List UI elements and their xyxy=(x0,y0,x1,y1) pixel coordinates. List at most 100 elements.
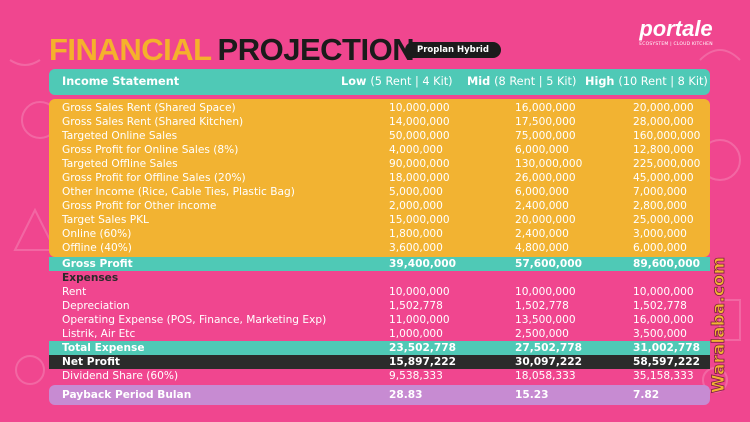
table-row: Targeted Online Sales 50,000,000 75,000,00… xyxy=(49,129,710,143)
total-expense-high: 31,002,778 xyxy=(633,342,701,354)
net-profit-high: 58,597,222 xyxy=(633,356,701,368)
row-high: 1,502,778 xyxy=(633,300,687,312)
gross-profit-high: 89,600,000 xyxy=(633,258,701,270)
total-expense-row: Total Expense 23,502,778 27,502,778 31,002,… xyxy=(49,341,710,355)
table-row: Gross Profit for Other income 2,000,000 2,… xyxy=(49,199,710,213)
row-label: Online (60%) xyxy=(62,228,132,240)
row-mid: 6,000,000 xyxy=(515,186,569,198)
dividend-label: Dividend Share (60%) xyxy=(62,370,179,382)
waralaba-watermark-logo: Waralaba.com xyxy=(709,256,730,393)
table-row: Targeted Offline Sales 90,000,000 130,000,… xyxy=(49,157,710,171)
gross-profit-mid: 57,600,000 xyxy=(515,258,583,270)
payback-low: 28.83 xyxy=(389,389,423,401)
total-expense-mid: 27,502,778 xyxy=(515,342,583,354)
row-high: 16,000,000 xyxy=(633,314,694,326)
table-row: Gross Sales Rent (Shared Kitchen) 14,000,… xyxy=(49,115,710,129)
row-mid: 130,000,000 xyxy=(515,158,583,170)
row-mid: 4,800,000 xyxy=(515,242,569,254)
row-label: Operating Expense (POS, Finance, Marketi… xyxy=(62,314,327,326)
row-high: 6,000,000 xyxy=(633,242,687,254)
financial-table: Income Statement Low (5 Rent | 4 Kit) Mi… xyxy=(49,69,710,405)
net-profit-mid: 30,097,222 xyxy=(515,356,583,368)
row-low: 10,000,000 xyxy=(389,102,450,114)
table-row: Depreciation 1,502,778 1,502,778 1,502,778 xyxy=(49,299,710,313)
row-low: 15,000,000 xyxy=(389,214,450,226)
row-low: 2,000,000 xyxy=(389,200,443,212)
header-high-title: High xyxy=(585,75,615,88)
row-high: 28,000,000 xyxy=(633,116,694,128)
table-row: Other Income (Rice, Cable Ties, Plastic … xyxy=(49,185,710,199)
title-part2: PROJECTION xyxy=(217,32,415,67)
page-title: FINANCIAL PROJECTION xyxy=(49,30,415,70)
row-label: Gross Sales Rent (Shared Kitchen) xyxy=(62,116,244,128)
row-high: 7,000,000 xyxy=(633,186,687,198)
table-row: Gross Profit for Online Sales (8%) 4,000,… xyxy=(49,143,710,157)
svg-text:Waralaba.com: Waralaba.com xyxy=(709,257,729,393)
row-mid: 75,000,000 xyxy=(515,130,576,142)
payback-label: Payback Period Bulan xyxy=(62,389,192,401)
header-high: High (10 Rent | 8 Kit) xyxy=(585,69,708,95)
header-mid: Mid (8 Rent | 5 Kit) xyxy=(467,69,576,95)
row-high: 45,000,000 xyxy=(633,172,694,184)
table-row: Online (60%) 1,800,000 2,400,000 3,000,000 xyxy=(49,227,710,241)
total-expense-low: 23,502,778 xyxy=(389,342,457,354)
row-low: 3,600,000 xyxy=(389,242,443,254)
header-high-sub: (10 Rent | 8 Kit) xyxy=(618,75,708,88)
row-low: 4,000,000 xyxy=(389,144,443,156)
table-row: Target Sales PKL 15,000,000 20,000,000 25,0… xyxy=(49,213,710,227)
row-low: 1,000,000 xyxy=(389,328,443,340)
dividend-high: 35,158,333 xyxy=(633,370,694,382)
row-low: 14,000,000 xyxy=(389,116,450,128)
row-label: Listrik, Air Etc xyxy=(62,328,136,340)
row-mid: 10,000,000 xyxy=(515,286,576,298)
row-mid: 26,000,000 xyxy=(515,172,576,184)
row-low: 11,000,000 xyxy=(389,314,450,326)
row-mid: 13,500,000 xyxy=(515,314,576,326)
row-mid: 2,400,000 xyxy=(515,200,569,212)
row-mid: 17,500,000 xyxy=(515,116,576,128)
dividend-mid: 18,058,333 xyxy=(515,370,576,382)
row-label: Rent xyxy=(62,286,87,298)
row-high: 20,000,000 xyxy=(633,102,694,114)
gross-profit-low: 39,400,000 xyxy=(389,258,457,270)
payback-high: 7.82 xyxy=(633,389,660,401)
plan-badge: Proplan Hybrid xyxy=(405,42,501,58)
table-row: Offline (40%) 3,600,000 4,800,000 6,000,000 xyxy=(49,241,710,255)
row-low: 1,800,000 xyxy=(389,228,443,240)
row-low: 90,000,000 xyxy=(389,158,450,170)
row-high: 3,000,000 xyxy=(633,228,687,240)
row-high: 25,000,000 xyxy=(633,214,694,226)
net-profit-label: Net Profit xyxy=(62,356,120,368)
expenses-heading: Expenses xyxy=(62,272,119,284)
row-label: Depreciation xyxy=(62,300,130,312)
row-mid: 2,400,000 xyxy=(515,228,569,240)
row-mid: 20,000,000 xyxy=(515,214,576,226)
row-label: Offline (40%) xyxy=(62,242,132,254)
header-low-title: Low xyxy=(341,75,367,88)
title-part1: FINANCIAL xyxy=(49,32,212,67)
row-low: 5,000,000 xyxy=(389,186,443,198)
dividend-row: Dividend Share (60%) 9,538,333 18,058,333 3… xyxy=(49,369,710,383)
income-rows: Gross Sales Rent (Shared Space) 10,000,00… xyxy=(49,99,710,257)
logo-tagline: ECOSYSTEM | CLOUD KITCHEN xyxy=(639,42,713,47)
table-row: Gross Profit for Offline Sales (20%) 18,0… xyxy=(49,171,710,185)
row-high: 2,800,000 xyxy=(633,200,687,212)
table-row: Operating Expense (POS, Finance, Marketi… xyxy=(49,313,710,327)
row-high: 12,800,000 xyxy=(633,144,694,156)
logo-word: portale xyxy=(639,16,713,41)
row-low: 10,000,000 xyxy=(389,286,450,298)
dividend-low: 9,538,333 xyxy=(389,370,443,382)
total-expense-label: Total Expense xyxy=(62,342,145,354)
row-label: Gross Profit for Online Sales (8%) xyxy=(62,144,239,156)
row-label: Target Sales PKL xyxy=(62,214,149,226)
row-label: Gross Profit for Other income xyxy=(62,200,217,212)
row-low: 18,000,000 xyxy=(389,172,450,184)
header-mid-sub: (8 Rent | 5 Kit) xyxy=(494,75,577,88)
row-high: 3,500,000 xyxy=(633,328,687,340)
table-row: Gross Sales Rent (Shared Space) 10,000,00… xyxy=(49,101,710,115)
row-label: Targeted Online Sales xyxy=(62,130,178,142)
portale-logo: portale ECOSYSTEM | CLOUD KITCHEN xyxy=(628,16,724,48)
payback-row: Payback Period Bulan 28.83 15.23 7.82 xyxy=(49,385,710,405)
row-mid: 16,000,000 xyxy=(515,102,576,114)
